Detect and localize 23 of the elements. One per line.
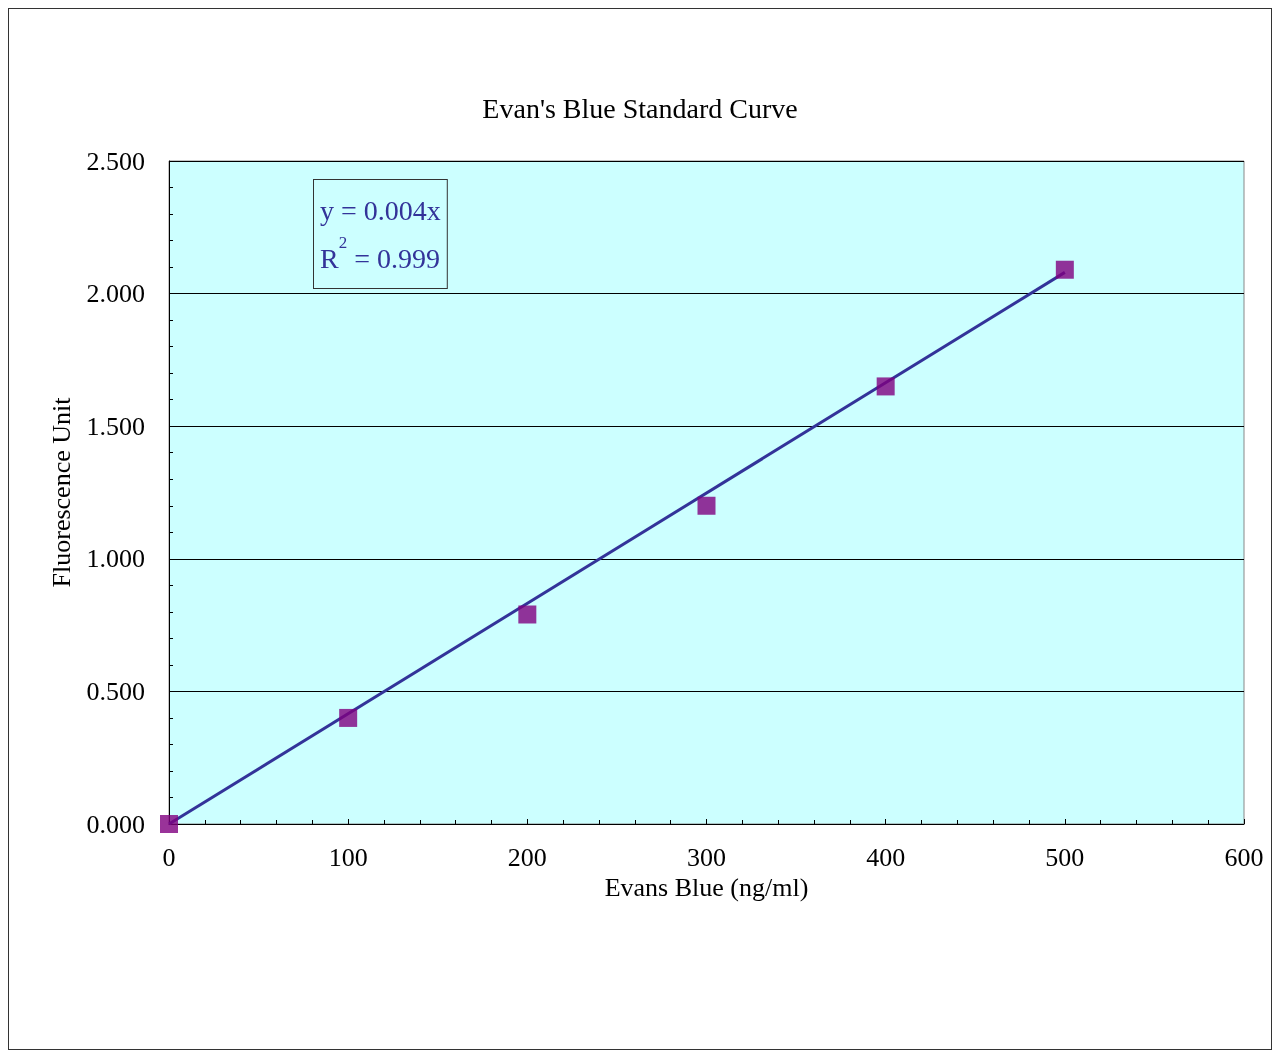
y-tick-label: 2.500: [86, 146, 145, 176]
y-tick-label: 0.500: [86, 676, 145, 706]
x-tick-label: 400: [866, 842, 906, 872]
x-tick-label: 200: [507, 842, 547, 872]
x-tick-label: 600: [1224, 842, 1264, 872]
y-tick-label: 1.500: [86, 411, 145, 441]
y-tick-label: 0.000: [86, 809, 145, 839]
point: [697, 496, 716, 515]
x-axis-title: Evans Blue (ng/ml): [604, 873, 809, 903]
point: [1055, 260, 1074, 279]
y-tick-label: 1.000: [86, 544, 145, 574]
annotation: y = 0.004x: [320, 194, 441, 226]
point: [160, 815, 178, 833]
x-tick-label: 100: [328, 842, 368, 872]
point: [339, 708, 358, 727]
x-tick-label: 300: [687, 842, 726, 872]
point: [876, 377, 895, 396]
x-tick-label: 500: [1045, 842, 1085, 872]
chart-title: Evan's Blue Standard Curve: [482, 92, 798, 124]
point: [518, 605, 537, 624]
x-tick-label: 0: [162, 842, 176, 872]
y-tick-label: 2.000: [86, 279, 145, 309]
y-axis-title: Fluorescence Unit: [46, 396, 76, 588]
